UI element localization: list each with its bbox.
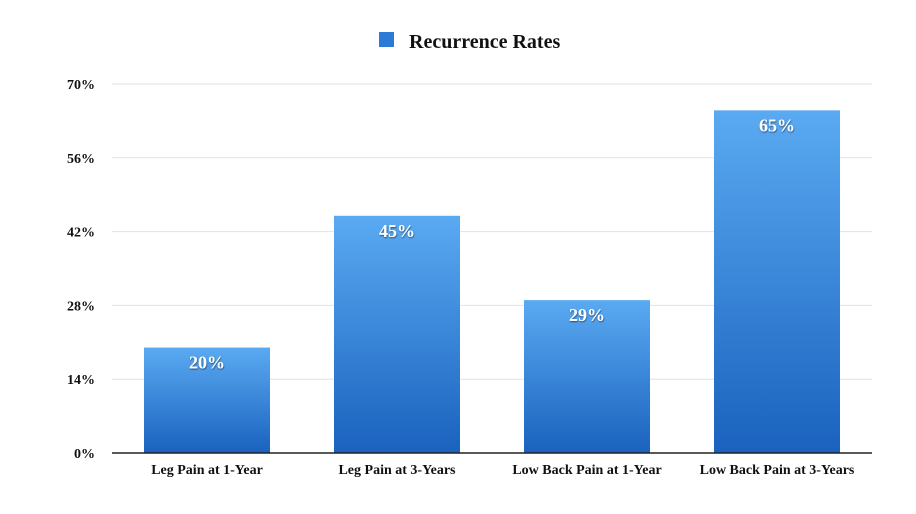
legend: Recurrence Rates (379, 31, 560, 53)
y-tick-label: 14% (67, 373, 95, 388)
y-tick-label: 42% (67, 226, 95, 241)
y-tick-label: 0% (74, 447, 95, 462)
x-tick-label: Low Back Pain at 3-Years (700, 463, 855, 478)
data-label: 29% (569, 305, 605, 325)
bar (144, 347, 270, 453)
legend-label: Recurrence Rates (409, 31, 560, 53)
data-label: 65% (759, 115, 795, 135)
y-axis-ticks: 0% 14% 28% 42% 56% 70% (67, 78, 95, 462)
y-tick-label: 70% (67, 78, 95, 93)
bar (524, 300, 650, 453)
y-tick-label: 28% (67, 299, 95, 314)
x-tick-label: Leg Pain at 3-Years (338, 463, 456, 478)
data-labels: 20% 45% 29% 65% (189, 115, 795, 372)
bars (144, 110, 840, 453)
bar (714, 110, 840, 453)
x-tick-label: Low Back Pain at 1-Year (512, 463, 661, 478)
data-label: 45% (379, 221, 415, 241)
bar (334, 215, 460, 453)
y-tick-label: 56% (67, 152, 95, 167)
legend-swatch (379, 32, 394, 47)
x-tick-label: Leg Pain at 1-Year (151, 463, 263, 478)
x-axis-categories: Leg Pain at 1-Year Leg Pain at 3-Years Low… (151, 463, 855, 478)
data-label: 20% (189, 353, 225, 373)
